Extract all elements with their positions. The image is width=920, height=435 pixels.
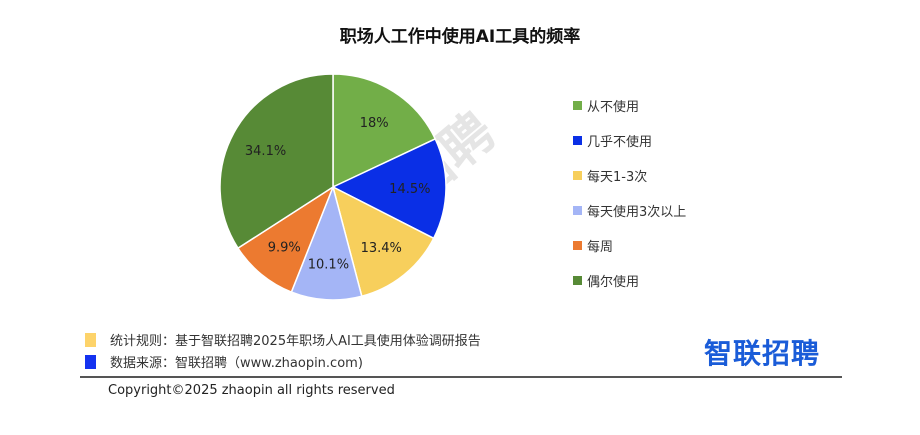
pie-slice xyxy=(219,73,334,250)
legend-swatch xyxy=(573,206,582,215)
slice-label: 18% xyxy=(360,116,389,131)
legend-swatch xyxy=(573,101,582,110)
pie-slice xyxy=(331,185,435,298)
legend-swatch xyxy=(573,171,582,180)
legend-item: 几乎不使用 xyxy=(573,123,686,158)
slice-label: 9.9% xyxy=(268,240,301,255)
rule-swatch xyxy=(85,332,96,347)
legend-swatch xyxy=(573,136,582,145)
pie-slice xyxy=(290,184,363,301)
copyright: Copyright©2025 zhaopin all rights reserv… xyxy=(108,383,395,398)
zhaopin-logo: 智联招聘 xyxy=(704,337,821,370)
slice-label: 34.1% xyxy=(245,144,286,159)
legend: 从不使用几乎不使用每天1-3次每天使用3次以上 每周偶尔使用 xyxy=(573,88,686,298)
legend-label: 每天使用3次以上 xyxy=(587,205,687,220)
slice-label: 10.1% xyxy=(308,258,349,273)
pie-slice xyxy=(332,73,437,189)
legend-label: 每周 xyxy=(587,240,614,255)
legend-item: 每天1-3次 xyxy=(573,158,686,193)
footer-rule: 统计规则：基于智联招聘2025年职场人AI工具使用体验调研报告 xyxy=(85,330,481,349)
legend-swatch xyxy=(573,241,582,250)
footer-source: 数据来源：智联招聘（www.zhaopin.com) xyxy=(85,352,363,371)
legend-label: 偶尔使用 xyxy=(587,275,640,290)
footer-rule-text: 统计规则：基于智联招聘2025年职场人AI工具使用体验调研报告 xyxy=(110,334,481,349)
legend-item: 每天使用3次以上 xyxy=(573,193,686,228)
footer-source-text: 数据来源：智联招聘（www.zhaopin.com) xyxy=(110,356,363,371)
legend-item: 每周 xyxy=(573,228,686,263)
pie-slice xyxy=(331,137,447,240)
divider xyxy=(80,376,842,378)
legend-item: 从不使用 xyxy=(573,88,686,123)
source-swatch xyxy=(85,354,96,369)
legend-label: 从不使用 xyxy=(587,100,640,115)
legend-item: 偶尔使用 xyxy=(573,263,686,298)
slice-label: 14.5% xyxy=(389,182,430,197)
slice-label: 13.4% xyxy=(361,241,402,256)
legend-swatch xyxy=(573,276,582,285)
legend-label: 几乎不使用 xyxy=(587,135,653,150)
legend-label: 每天1-3次 xyxy=(587,170,648,185)
chart-title: 职场人工作中使用AI工具的频率 xyxy=(339,27,581,47)
